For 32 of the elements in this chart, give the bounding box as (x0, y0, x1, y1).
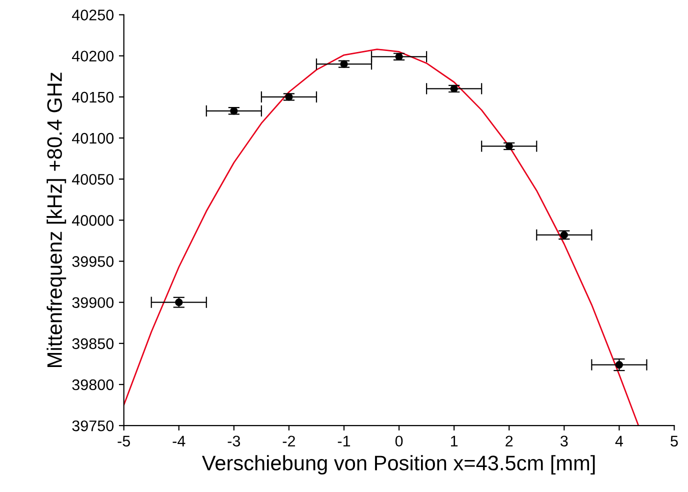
x-tick-label: 4 (615, 436, 623, 446)
x-tick-label: 2 (506, 436, 513, 446)
x-axis-title: Verschiebung von Position x=43.5cm [mm] (202, 455, 595, 475)
x-tick-label: 5 (670, 436, 678, 447)
y-tick-label: 39900 (72, 297, 114, 308)
x-tick-label: -3 (228, 436, 240, 447)
point (175, 298, 183, 306)
point (230, 107, 238, 115)
x-tick-label: -2 (282, 436, 295, 446)
y-tick-label: 40050 (72, 174, 114, 185)
y-axis-title: Mittenfrequenz [kHz] +80.4 GHz (46, 72, 66, 367)
point (560, 231, 568, 239)
y-tick-label: 39750 (72, 420, 114, 432)
y-tick-label: 39850 (72, 338, 114, 350)
y-tick-label: 40000 (72, 215, 114, 226)
y-tick-label: 40150 (72, 92, 114, 103)
y-tick-label: 40100 (72, 132, 114, 144)
x-tick-label: 0 (395, 436, 403, 447)
point (285, 93, 293, 101)
x-tick-label: -1 (338, 436, 350, 446)
x-tick-label: -4 (172, 436, 186, 446)
point (395, 52, 403, 60)
point (340, 60, 348, 68)
x-tick-label: -5 (118, 436, 130, 447)
y-tick-label: 39950 (72, 256, 114, 267)
x-tick-label: 1 (450, 436, 458, 446)
point (615, 360, 624, 369)
y-tick-label: 40200 (72, 50, 114, 62)
line-series (124, 48, 640, 426)
y-tick-label: 40250 (72, 10, 114, 20)
x-tick-label: 3 (560, 436, 568, 447)
y-tick-label: 39800 (72, 379, 114, 390)
